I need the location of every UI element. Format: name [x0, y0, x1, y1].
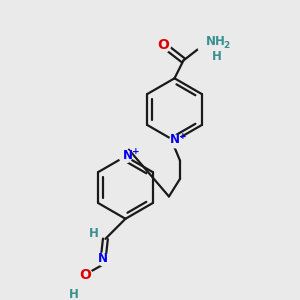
- Text: H: H: [212, 50, 222, 62]
- Text: NH: NH: [206, 35, 226, 48]
- Text: H: H: [89, 227, 99, 240]
- Text: N: N: [123, 149, 133, 162]
- Text: H: H: [69, 288, 79, 300]
- Text: O: O: [158, 38, 169, 52]
- Text: +: +: [132, 147, 139, 156]
- Text: +: +: [178, 132, 186, 141]
- Text: N: N: [98, 252, 108, 266]
- Text: O: O: [80, 268, 91, 281]
- Text: 2: 2: [224, 41, 230, 50]
- Text: N: N: [169, 133, 179, 146]
